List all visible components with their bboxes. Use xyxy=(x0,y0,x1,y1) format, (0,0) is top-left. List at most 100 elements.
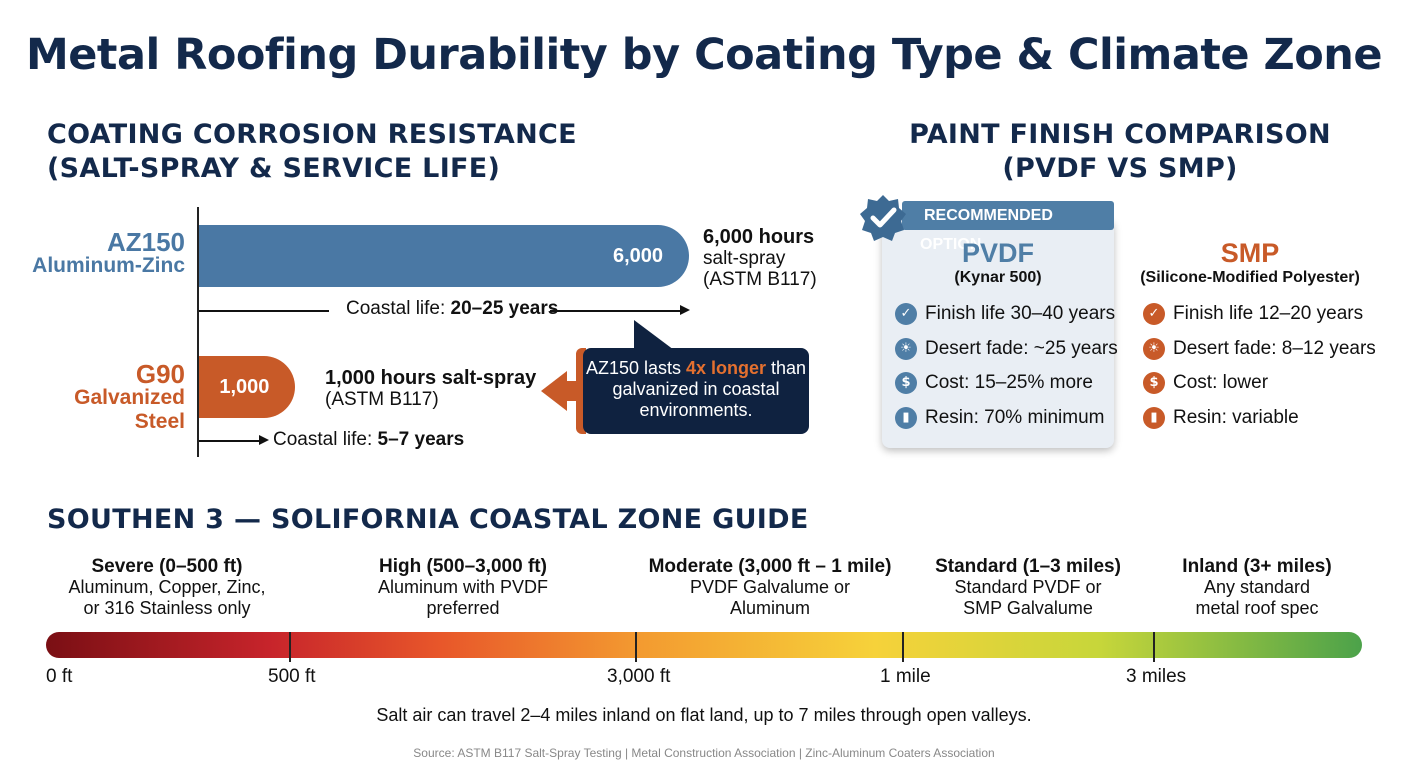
zone-desc-line1: PVDF Galvalume or xyxy=(689,577,851,597)
gradient-tick xyxy=(902,632,904,662)
zone-desc-line2: SMP Galvalume xyxy=(963,598,1093,618)
bar-g90 xyxy=(199,356,296,418)
zone-moderate: Moderate (3,000 ft – 1 mile) PVDF Galval… xyxy=(625,556,915,619)
coastal-life-az150: Coastal life: 20–25 years xyxy=(346,298,558,320)
comparison-callout: AZ150 lasts 4x longer than galvanized in… xyxy=(583,348,809,434)
zone-desc-line1: Standard PVDF or xyxy=(954,577,1102,597)
bar-note-line3: (ASTM B117) xyxy=(703,269,817,290)
bar-note-bold: 6,000 hours xyxy=(703,226,815,248)
zone-desc-line2: or 316 Stainless only xyxy=(83,598,251,618)
zone-desc-line2: Aluminum xyxy=(729,598,811,618)
chart-axis xyxy=(197,207,199,457)
zone-title: High (500–3,000 ft) xyxy=(379,556,547,577)
pvdf-card xyxy=(882,218,1114,448)
smp-feature: Cost: lower xyxy=(1173,372,1269,393)
salt-exposure-gradient-bar xyxy=(46,632,1362,658)
tick-label: 500 ft xyxy=(268,666,316,687)
pvdf-feature: Finish life 30–40 years xyxy=(925,303,1116,324)
salt-air-footnote: Salt air can travel 2–4 miles inland on … xyxy=(376,705,1032,725)
bar-code: AZ150 xyxy=(106,227,185,257)
zone-desc-line2: metal roof spec xyxy=(1195,598,1319,618)
coastal-life-g90: Coastal life: 5–7 years xyxy=(273,429,464,451)
gradient-tick xyxy=(635,632,637,662)
corrosion-section-title: COATING CORROSION RESISTANCE (SALT-SPRAY… xyxy=(47,118,667,186)
life-value: 20–25 years xyxy=(450,298,559,319)
bar-chart-icon: ▮ xyxy=(1143,407,1165,429)
source-note: Source: ASTM B117 Salt-Spray Testing | M… xyxy=(413,746,995,760)
bar-note-line2: salt-spray xyxy=(703,248,786,269)
badge-check-icon xyxy=(860,195,906,241)
bar-code: G90 xyxy=(135,359,185,389)
bar-value-label-g90: 1,000 xyxy=(219,376,270,398)
sun-icon: ☀ xyxy=(895,338,917,360)
gradient-tick xyxy=(1153,632,1155,662)
zone-title: Moderate (3,000 ft – 1 mile) xyxy=(648,556,892,577)
smp-subtitle: (Silicone-Modified Polyester) xyxy=(1140,269,1360,286)
tick-label: 3 miles xyxy=(1126,666,1187,687)
zone-desc-line2: preferred xyxy=(426,598,500,618)
tick-label: 1 mile xyxy=(880,666,931,687)
pvdf-title: PVDF xyxy=(961,238,1034,268)
zone-title: Severe (0–500 ft) xyxy=(91,556,243,577)
paint-title-line1: PAINT FINISH COMPARISON xyxy=(909,119,1331,150)
arrow-head-icon xyxy=(259,435,269,445)
callout-text-post: than galvanized in coastal environments. xyxy=(612,358,807,420)
paint-section-title: PAINT FINISH COMPARISON (PVDF VS SMP) xyxy=(870,118,1370,186)
zone-desc-line1: Aluminum, Copper, Zinc, xyxy=(68,577,266,597)
dollar-icon: $ xyxy=(1143,372,1165,394)
smp-title: SMP xyxy=(1220,238,1280,268)
bar-name: Aluminum-Zinc xyxy=(32,254,185,277)
pvdf-feature: Cost: 15–25% more xyxy=(925,372,1093,393)
zone-severe: Severe (0–500 ft) Aluminum, Copper, Zinc… xyxy=(47,556,287,619)
bar-chart-icon: ▮ xyxy=(895,407,917,429)
zone-title: Standard (1–3 miles) xyxy=(935,556,1121,577)
zone-title: Inland (3+ miles) xyxy=(1182,556,1332,577)
life-value: 5–7 years xyxy=(377,429,465,450)
bar-note-az150: 6,000 hours salt-spray (ASTM B117) xyxy=(703,226,817,291)
smp-feature: Finish life 12–20 years xyxy=(1173,303,1364,324)
bar-value-label-az150: 6,000 xyxy=(613,245,664,267)
zone-desc-line1: Any standard xyxy=(1203,577,1311,597)
bar-note-g90: 1,000 hours salt-spray (ASTM B117) xyxy=(325,367,537,411)
life-label: Coastal life: xyxy=(346,298,451,319)
check-icon: ✓ xyxy=(1143,303,1165,325)
zone-inland: Inland (3+ miles) Any standard metal roo… xyxy=(1157,556,1357,619)
corrosion-title-line2: (SALT-SPRAY & SERVICE LIFE) xyxy=(47,153,501,184)
gradient-tick xyxy=(289,632,291,662)
bar-name: Galvanized Steel xyxy=(74,386,185,433)
bar-label-az150: AZ150 Aluminum-Zinc xyxy=(20,227,185,278)
pvdf-feature: Desert fade: ~25 years xyxy=(925,338,1118,359)
sun-icon: ☀ xyxy=(1143,338,1165,360)
callout-pointer xyxy=(634,320,674,350)
paint-title-line2: (PVDF VS SMP) xyxy=(1002,153,1238,184)
callout-text-pre: AZ150 lasts xyxy=(585,358,686,378)
life-arrow-line xyxy=(199,310,329,312)
bar-az150 xyxy=(199,225,689,287)
callout-accent xyxy=(576,348,586,434)
tick-label: 3,000 ft xyxy=(607,666,671,687)
recommended-banner: RECOMMENDED OPTION xyxy=(902,201,1114,253)
zone-high: High (500–3,000 ft) Aluminum with PVDF p… xyxy=(343,556,583,619)
comparison-arrow-head-icon xyxy=(541,371,567,411)
smp-feature: Desert fade: 8–12 years xyxy=(1173,338,1376,359)
life-arrow-line xyxy=(550,310,680,312)
pvdf-subtitle: (Kynar 500) xyxy=(954,269,1042,286)
dollar-icon: $ xyxy=(895,372,917,394)
check-icon: ✓ xyxy=(895,303,917,325)
pvdf-title-block: PVDF (Kynar 500) xyxy=(882,238,1114,288)
zone-standard: Standard (1–3 miles) Standard PVDF or SM… xyxy=(918,556,1138,619)
smp-title-block: SMP (Silicone-Modified Polyester) xyxy=(1130,238,1370,288)
life-label: Coastal life: xyxy=(273,429,378,450)
arrow-head-icon xyxy=(680,305,690,315)
bar-note-bold: 1,000 hours salt-spray xyxy=(325,367,537,389)
bar-label-g90: G90 Galvanized Steel xyxy=(20,359,185,434)
corrosion-title-line1: COATING CORROSION RESISTANCE xyxy=(47,119,577,150)
pvdf-feature: Resin: 70% minimum xyxy=(925,407,1105,428)
callout-highlight: 4x longer xyxy=(685,358,767,378)
zone-desc-line1: Aluminum with PVDF xyxy=(377,577,549,597)
recommended-label: RECOMMENDED OPTION xyxy=(920,207,1053,253)
page-title: Metal Roofing Durability by Coating Type… xyxy=(25,30,1383,80)
zone-section-title: SOUTHEN 3 — SOLIFORNIA COASTAL ZONE GUID… xyxy=(47,504,809,535)
smp-feature: Resin: variable xyxy=(1173,407,1299,428)
bar-note-line2: (ASTM B117) xyxy=(325,389,439,410)
